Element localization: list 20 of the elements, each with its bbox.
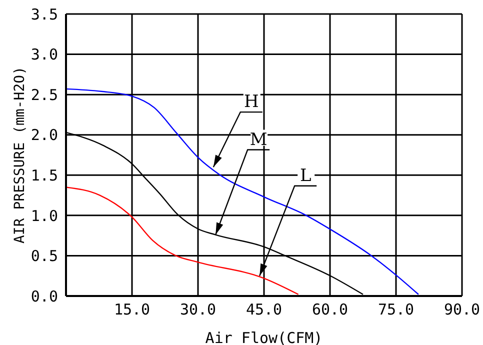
y-tick-label: 1.0: [30, 206, 58, 225]
y-axis-title: AIR PRESSURE (mm-H2O): [12, 66, 28, 244]
y-tick-label: 3.0: [30, 46, 58, 64]
line-series: [66, 186, 299, 295]
annotation: L: [300, 166, 312, 186]
x-tick-label: 75.0: [378, 300, 414, 319]
y-tick-label: 0.5: [30, 247, 58, 266]
x-tick-label: 60.0: [312, 300, 348, 319]
y-tick-label: 2.0: [30, 126, 58, 144]
y-tick-label: 3.5: [30, 5, 58, 24]
x-tick-label: 90.0: [444, 300, 480, 319]
annotation: H: [244, 92, 259, 112]
x-tick-label: 15.0: [114, 300, 150, 319]
y-tick-label: 1.5: [30, 166, 58, 184]
y-tick-label: 0.0: [30, 287, 58, 306]
y-tick-label: 2.5: [30, 86, 58, 104]
annotation: M: [250, 130, 268, 150]
x-axis-title: Air Flow(CFM): [205, 329, 323, 345]
x-tick-label: 45.0: [246, 300, 282, 319]
x-tick-label: 30.0: [180, 300, 216, 319]
